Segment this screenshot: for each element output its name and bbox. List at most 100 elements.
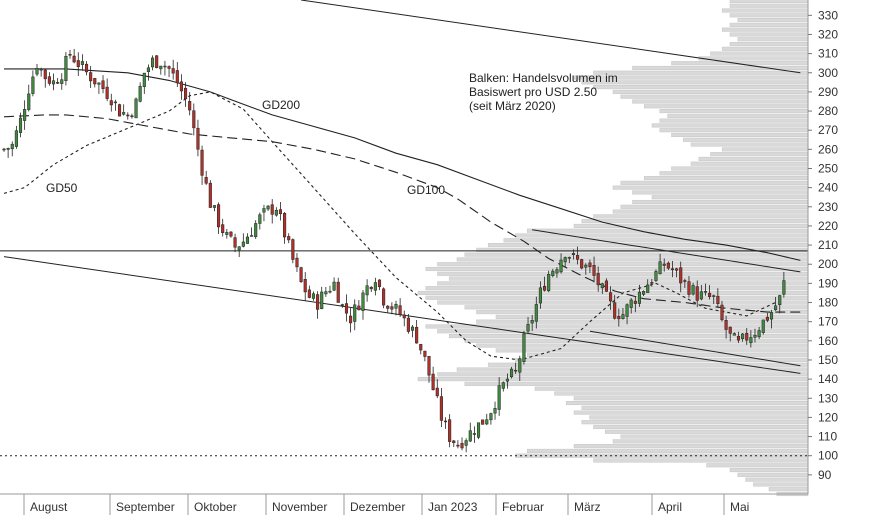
candle-body-up xyxy=(241,241,245,247)
candle-104 xyxy=(431,366,435,391)
y-tick-label-200: 200 xyxy=(818,257,838,271)
volume-bar-76 xyxy=(659,128,809,133)
candle-167 xyxy=(691,282,695,296)
candle-body-up xyxy=(741,333,745,339)
candle-71 xyxy=(295,253,299,272)
y-tick-label-130: 130 xyxy=(818,391,838,405)
candle-body-down xyxy=(576,255,580,260)
candle-84 xyxy=(349,307,353,333)
volume-bar-1 xyxy=(768,487,809,492)
candle-body-down xyxy=(204,177,208,184)
candle-body-up xyxy=(60,79,64,84)
month-label-1: September xyxy=(116,500,175,514)
candle-103 xyxy=(427,355,431,383)
candle-body-down xyxy=(423,350,427,357)
y-tick-label-210: 210 xyxy=(818,238,838,252)
candle-171 xyxy=(708,285,712,300)
volume-bar-13 xyxy=(604,429,809,434)
volume-bar-19 xyxy=(565,401,809,406)
candle-body-down xyxy=(291,239,295,260)
volume-bar-42 xyxy=(417,290,809,295)
volume-bar-78 xyxy=(659,118,809,123)
candle-body-up xyxy=(625,304,629,317)
candle-body-up xyxy=(732,333,736,336)
candle-body-down xyxy=(344,303,349,314)
annotation-line-2: Basiswert pro USD 2.50 xyxy=(469,85,597,99)
volume-bar-14 xyxy=(593,424,809,430)
candle-180 xyxy=(745,328,749,345)
candle-47 xyxy=(196,119,200,157)
candle-152 xyxy=(629,297,633,314)
candle-body-up xyxy=(254,223,258,237)
labels: Balken: Handelsvolumen im Basiswert pro … xyxy=(46,71,618,197)
candle-body-down xyxy=(43,69,47,80)
candle-94 xyxy=(390,302,394,315)
volume-bar-75 xyxy=(671,132,809,138)
candle-117 xyxy=(485,413,489,426)
candle-154 xyxy=(637,284,642,307)
candle-170 xyxy=(703,283,708,296)
candle-body-up xyxy=(642,291,646,295)
candle-body-down xyxy=(171,68,175,74)
candle-81 xyxy=(336,277,340,303)
candle-body-down xyxy=(377,279,382,288)
volume-bar-74 xyxy=(682,137,809,142)
candle-body-down xyxy=(402,314,406,319)
candle-8 xyxy=(35,63,39,77)
candle-body-up xyxy=(35,67,39,75)
candle-body-up xyxy=(703,291,708,293)
candle-body-up xyxy=(571,253,575,255)
candle-body-down xyxy=(221,224,225,233)
volume-bar-3 xyxy=(745,477,809,482)
y-tick-label-220: 220 xyxy=(818,219,838,233)
candle-body-up xyxy=(324,291,328,295)
candle-body-up xyxy=(237,246,241,251)
candle-body-down xyxy=(666,262,670,269)
candle-body-down xyxy=(431,373,435,391)
candle-56 xyxy=(233,233,237,253)
candle-body-up xyxy=(485,419,489,425)
candle-147 xyxy=(609,286,613,310)
candle-59 xyxy=(245,233,250,244)
candle-130 xyxy=(538,281,542,309)
candle-6 xyxy=(27,84,31,112)
gd200-label: GD200 xyxy=(262,98,300,112)
candle-115 xyxy=(476,422,481,440)
candle-body-up xyxy=(163,65,167,68)
candle-body-up xyxy=(245,236,250,244)
candle-113 xyxy=(468,422,472,443)
candle-43 xyxy=(179,74,183,100)
candle-body-up xyxy=(80,61,84,65)
candle-38 xyxy=(159,65,163,75)
candle-body-down xyxy=(592,265,596,276)
month-label-4: Dezember xyxy=(350,500,405,514)
candle-62 xyxy=(258,212,262,230)
candle-161 xyxy=(666,261,670,270)
volume-bar-55 xyxy=(526,228,809,233)
candle-body-up xyxy=(518,358,522,373)
candle-body-up xyxy=(328,290,332,293)
candle-181 xyxy=(749,330,753,348)
volume-bar-81 xyxy=(643,104,809,109)
candle-body-up xyxy=(567,257,571,259)
volume-bar-9 xyxy=(526,448,809,453)
trend-line-3 xyxy=(589,330,801,367)
candle-body-up xyxy=(64,55,68,81)
candle-109 xyxy=(452,439,456,448)
candle-body-down xyxy=(278,209,283,215)
candle-31 xyxy=(130,113,134,119)
candle-82 xyxy=(340,303,344,308)
candle-body-up xyxy=(699,291,703,300)
candle-121 xyxy=(501,381,505,392)
candle-body-up xyxy=(320,291,324,309)
gd50-label: GD50 xyxy=(46,181,78,195)
candle-42 xyxy=(175,61,179,87)
candle-body-up xyxy=(394,303,398,309)
candle-156 xyxy=(646,279,650,293)
candle-body-down xyxy=(93,78,97,85)
candle-96 xyxy=(398,298,402,317)
volume-bar-49 xyxy=(456,257,809,262)
candle-body-down xyxy=(200,149,204,176)
volume-bar-84 xyxy=(612,89,809,94)
reference-lines xyxy=(0,0,808,457)
